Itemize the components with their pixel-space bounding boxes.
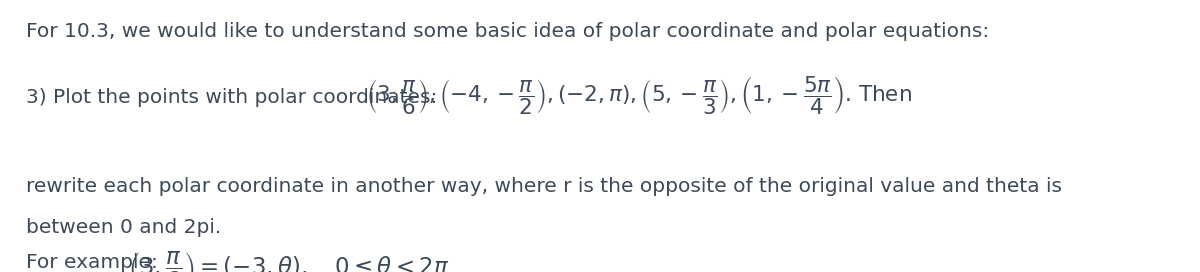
Text: $\left(3, \dfrac{\pi}{6}\right), \left(-4, -\dfrac{\pi}{2}\right), \left(-2, \pi: $\left(3, \dfrac{\pi}{6}\right), \left(-… bbox=[366, 74, 912, 117]
Text: For example:: For example: bbox=[26, 253, 168, 272]
Text: 3) Plot the points with polar coordinates:: 3) Plot the points with polar coordinate… bbox=[26, 88, 448, 107]
Text: between 0 and 2pi.: between 0 and 2pi. bbox=[26, 218, 222, 237]
Text: rewrite each polar coordinate in another way, where r is the opposite of the ori: rewrite each polar coordinate in another… bbox=[26, 177, 1062, 196]
Text: $\left(3, \dfrac{\pi}{6}\right) = \left(-3, \theta\right),\quad 0 \leq \theta < : $\left(3, \dfrac{\pi}{6}\right) = \left(… bbox=[128, 250, 450, 272]
Text: For 10.3, we would like to understand some basic idea of polar coordinate and po: For 10.3, we would like to understand so… bbox=[26, 22, 990, 41]
